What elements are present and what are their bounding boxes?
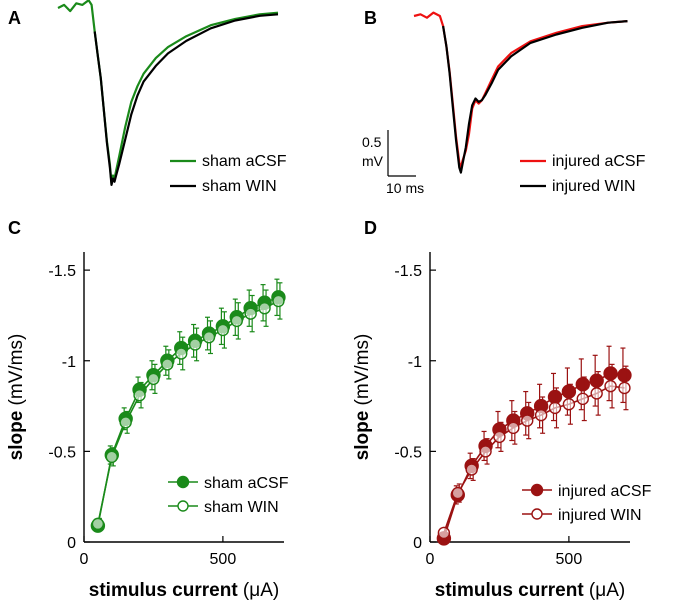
data-point-sham-win [161, 358, 174, 371]
panel-d-plot: 0 -0.5 -1 -1.5 0 500 stimulus current (μA) slop… [352, 252, 652, 601]
data-point-injured-win [437, 526, 451, 540]
data-point-sham-win [133, 388, 146, 402]
scale-bar-unit: mV [362, 153, 384, 169]
y-tick-label: -1.5 [394, 263, 422, 280]
panel-b-traces: injured aCSF injured WIN [413, 11, 646, 195]
data-point-sham-win [188, 338, 202, 351]
y-axis-title: slope (mV/ms) [6, 334, 27, 461]
y-tick-label: -0.5 [48, 444, 76, 461]
legend-label-injured-win: injured WIN [552, 178, 636, 195]
trace-injured-acsf [413, 11, 628, 169]
legend-label-sham-acsf: sham aCSF [204, 475, 289, 492]
legend-marker-injured-acsf [530, 483, 544, 497]
legend-marker-sham-win [177, 500, 189, 512]
legend-marker-sham-acsf [176, 475, 190, 489]
data-point-injured-win [562, 398, 576, 411]
panel-letter-d: D [364, 218, 377, 238]
data-point-sham-win [216, 323, 230, 337]
y-tick-label: -0.5 [394, 444, 422, 461]
legend-label-sham-win: sham WIN [202, 178, 277, 195]
legend-marker-injured-win [531, 508, 543, 520]
x-axis-title: stimulus current (μA) [89, 580, 279, 601]
scale-bar: 0.5 mV 10 ms [362, 130, 424, 196]
data-point-sham-win [105, 450, 118, 464]
legend-label-sham-win: sham WIN [204, 499, 279, 516]
y-tick-label: -1 [408, 354, 422, 371]
legend: sham aCSF sham WIN [168, 475, 289, 516]
data-point-injured-win [534, 408, 548, 422]
data-point-sham-win [202, 330, 216, 344]
data-point-sham-win [119, 416, 132, 429]
data-point-sham-win [230, 314, 243, 328]
data-point-sham-win [91, 517, 105, 531]
y-tick-label: 0 [413, 535, 422, 552]
data-point-injured-win [576, 392, 589, 406]
data-point-injured-win [548, 401, 562, 415]
data-point-injured-win [507, 421, 520, 435]
panel-b-trace-group [413, 11, 628, 174]
legend-label-sham-acsf: sham aCSF [202, 153, 287, 170]
y-tick-label: -1 [62, 354, 76, 371]
legend-label-injured-acsf: injured aCSF [558, 483, 652, 500]
y-tick-label: 0 [67, 535, 76, 552]
legend-label-injured-acsf: injured aCSF [552, 153, 646, 170]
y-tick-label: -1.5 [48, 263, 76, 280]
trace-sham-win [93, 13, 279, 186]
data-point-injured-acsf [589, 373, 604, 388]
data-point-injured-win [604, 379, 617, 393]
series-injured-win [437, 363, 631, 540]
panel-c-plot: 0 -0.5 -1 -1.5 0 500 stimulus current (μA) slop… [6, 252, 289, 601]
x-tick-label: 500 [556, 551, 583, 568]
data-point-sham-win [258, 301, 271, 315]
data-point-injured-acsf [617, 368, 632, 383]
series-sham-acsf [90, 278, 286, 533]
data-point-injured-acsf [575, 377, 590, 392]
x-tick-label: 0 [80, 551, 89, 568]
data-point-injured-win [618, 381, 631, 395]
x-axis-title: stimulus current (μA) [435, 580, 625, 601]
data-point-injured-win [493, 430, 506, 444]
data-point-injured-win [465, 463, 478, 476]
panel-a-legend: sham aCSF sham WIN [170, 153, 287, 195]
panel-letter-b: B [364, 8, 377, 28]
data-point-injured-win [479, 445, 492, 458]
data-point-injured-win [590, 387, 603, 400]
panel-b-legend: injured aCSF injured WIN [520, 153, 646, 195]
trace-sham-acsf [57, 0, 279, 185]
data-point-sham-win [147, 372, 160, 386]
panel-letter-c: C [8, 218, 21, 238]
series-sham-win [91, 282, 285, 531]
legend-label-injured-win: injured WIN [558, 507, 642, 524]
data-point-sham-win [175, 347, 188, 360]
data-point-injured-acsf [547, 389, 563, 405]
data-point-sham-win [244, 307, 257, 320]
data-point-injured-win [521, 414, 534, 427]
panel-a-traces: sham aCSF sham WIN [57, 0, 287, 195]
panel-a-trace-group [57, 0, 279, 186]
panel-letter-a: A [8, 8, 21, 28]
scale-bar-value: 0.5 [362, 134, 382, 150]
data-point-injured-win [451, 486, 464, 500]
data-point-sham-win [272, 294, 285, 308]
x-tick-label: 500 [210, 551, 237, 568]
scale-bar-time: 10 ms [386, 180, 424, 196]
y-axis-title: slope (mV/ms) [352, 334, 373, 461]
x-tick-label: 0 [426, 551, 435, 568]
trace-injured-win [442, 20, 628, 174]
legend: injured aCSF injured WIN [522, 483, 652, 524]
data-point-injured-acsf [561, 384, 577, 399]
data-point-injured-acsf [603, 366, 618, 381]
